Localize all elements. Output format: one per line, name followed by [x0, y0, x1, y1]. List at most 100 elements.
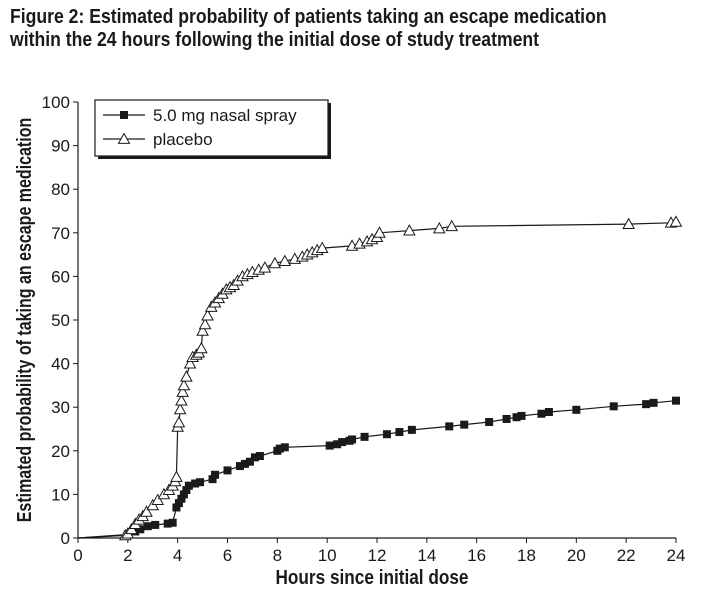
data-point-placebo	[445, 219, 459, 232]
data-point-placebo	[268, 256, 282, 269]
data-point-placebo	[373, 226, 386, 238]
x-tick-label: 14	[417, 546, 436, 565]
series-line-spray	[77, 400, 677, 539]
data-point-spray	[168, 518, 177, 527]
legend-marker-placebo	[117, 132, 131, 144]
x-tick-label: 12	[368, 546, 387, 565]
data-point-placebo	[183, 357, 197, 369]
data-point-spray	[172, 503, 181, 512]
y-tick-label: 100	[42, 93, 70, 112]
data-point-spray	[460, 420, 469, 429]
data-point-spray	[512, 413, 521, 422]
x-tick-label: 20	[567, 546, 586, 565]
data-point-spray	[275, 444, 284, 453]
data-point-placebo	[140, 505, 153, 517]
x-tick-label: 18	[517, 546, 536, 565]
data-point-spray	[280, 443, 289, 452]
data-point-spray	[255, 452, 264, 461]
x-tick-label: 6	[223, 546, 232, 565]
data-point-spray	[338, 438, 347, 447]
data-point-spray	[325, 441, 334, 450]
y-tick-label: 40	[51, 355, 70, 374]
y-tick-label: 90	[51, 137, 70, 156]
data-point-placebo	[175, 394, 188, 406]
x-tick-label: 10	[318, 546, 337, 565]
data-point-spray	[333, 440, 342, 449]
data-point-placebo	[622, 217, 636, 229]
y-tick-label: 60	[51, 267, 70, 286]
y-tick-label: 50	[51, 311, 70, 330]
data-point-spray	[143, 522, 152, 531]
data-point-placebo	[172, 415, 186, 428]
data-point-placebo	[201, 309, 214, 321]
data-point-spray	[572, 405, 581, 414]
x-tick-label: 4	[173, 546, 182, 565]
data-point-spray	[348, 435, 357, 444]
data-point-spray	[250, 453, 259, 462]
legend-label-placebo: placebo	[153, 130, 213, 149]
data-point-placebo	[403, 224, 416, 236]
data-point-placebo	[669, 215, 683, 227]
data-point-spray	[223, 466, 232, 475]
data-point-placebo	[194, 341, 208, 354]
data-point-placebo	[180, 370, 193, 382]
y-tick-label: 30	[51, 398, 70, 417]
data-point-placebo	[432, 221, 446, 234]
series-spray	[77, 396, 680, 539]
data-point-spray	[485, 418, 494, 427]
chart-series	[77, 215, 683, 541]
x-tick-label: 0	[73, 546, 82, 565]
x-tick-label: 2	[123, 546, 132, 565]
data-point-spray	[395, 428, 404, 437]
y-tick-label: 20	[51, 442, 70, 461]
data-point-spray	[182, 486, 191, 495]
legend-box	[94, 99, 329, 157]
x-tick-label: 24	[667, 546, 686, 565]
data-point-spray	[649, 398, 658, 407]
data-point-placebo	[170, 470, 183, 482]
data-point-placebo	[151, 493, 165, 505]
figure-title: Figure 2: Estimated probability of patie…	[10, 6, 626, 52]
x-tick-label: 22	[617, 546, 636, 565]
x-axis-label: Hours since initial dose	[276, 566, 469, 589]
data-point-spray	[240, 459, 249, 468]
data-point-spray	[235, 462, 244, 471]
data-point-spray	[208, 475, 217, 484]
data-point-placebo	[176, 385, 189, 397]
data-point-spray	[196, 478, 205, 487]
data-point-spray	[382, 430, 391, 439]
data-point-spray	[407, 425, 416, 434]
data-point-placebo	[315, 241, 329, 253]
data-point-spray	[245, 457, 254, 466]
figure-title-line-2: within the 24 hours following the initia…	[10, 29, 540, 51]
data-point-spray	[177, 494, 186, 503]
y-axis-label: Estimated probability of taking an escap…	[13, 118, 35, 523]
data-point-spray	[609, 402, 618, 411]
x-tick-label: 16	[467, 546, 486, 565]
data-point-placebo	[173, 402, 187, 415]
data-point-spray	[672, 396, 680, 405]
data-point-spray	[360, 432, 369, 441]
data-point-placebo	[177, 378, 191, 391]
data-point-placebo	[258, 261, 272, 273]
data-point-spray	[136, 525, 145, 534]
series-placebo	[77, 215, 683, 541]
y-tick-label: 70	[51, 224, 70, 243]
legend-marker-spray	[120, 111, 128, 119]
y-tick-label: 80	[51, 180, 70, 199]
data-point-spray	[151, 520, 160, 529]
x-tick-label: 8	[273, 546, 282, 565]
legend-label-spray: 5.0 mg nasal spray	[153, 106, 297, 125]
data-point-spray	[174, 499, 183, 508]
data-point-spray	[517, 411, 526, 420]
data-point-spray	[191, 479, 200, 488]
data-point-spray	[642, 400, 651, 409]
data-point-placebo	[196, 324, 209, 336]
data-point-spray	[184, 481, 193, 490]
data-point-spray	[502, 414, 511, 423]
data-point-spray	[445, 422, 454, 431]
data-point-spray	[211, 470, 220, 479]
legend: 5.0 mg nasal spray placebo	[94, 99, 331, 159]
y-tick-label: 0	[61, 529, 70, 548]
